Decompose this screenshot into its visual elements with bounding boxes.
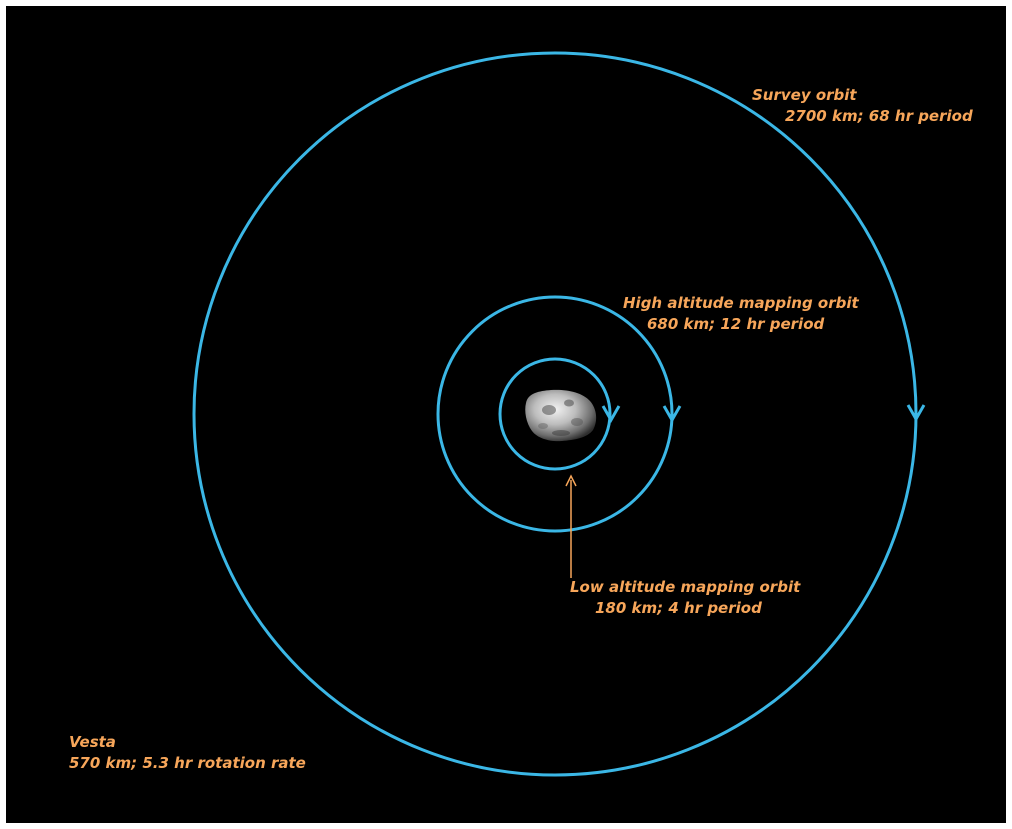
survey-orbit-ring <box>192 51 918 777</box>
low-altitude-orbit-label: Low altitude mapping orbit 180 km; 4 hr … <box>570 577 800 619</box>
high-altitude-orbit-ring <box>436 295 674 533</box>
low-altitude-orbit-name: Low altitude mapping orbit <box>570 578 801 596</box>
vesta-name: Vesta <box>69 733 116 751</box>
high-altitude-orbit-label: High altitude mapping orbit 680 km; 12 h… <box>623 293 859 335</box>
survey-orbit-label: Survey orbit 2700 km; 68 hr period <box>752 85 973 127</box>
vesta-details: 570 km; 5.3 hr rotation rate <box>69 754 306 772</box>
high-altitude-orbit-details: 680 km; 12 hr period <box>647 315 825 333</box>
low-altitude-orbit-direction-arrow <box>601 405 621 424</box>
survey-orbit-direction-arrow <box>906 404 926 423</box>
orbit-diagram-canvas <box>192 51 926 777</box>
survey-orbit-name: Survey orbit <box>752 86 857 104</box>
high-altitude-orbit-name: High altitude mapping orbit <box>623 294 859 312</box>
orbit-diagram: Survey orbit 2700 km; 68 hr period High … <box>6 6 1006 823</box>
survey-orbit-details: 2700 km; 68 hr period <box>785 107 973 125</box>
vesta-label: Vesta 570 km; 5.3 hr rotation rate <box>69 732 306 774</box>
high-altitude-orbit-direction-arrow <box>662 405 682 424</box>
low-altitude-orbit-ring <box>498 357 612 471</box>
low-altitude-pointer-arrowhead <box>565 474 577 487</box>
low-altitude-orbit-details: 180 km; 4 hr period <box>595 599 762 617</box>
vesta-asteroid <box>525 389 597 442</box>
